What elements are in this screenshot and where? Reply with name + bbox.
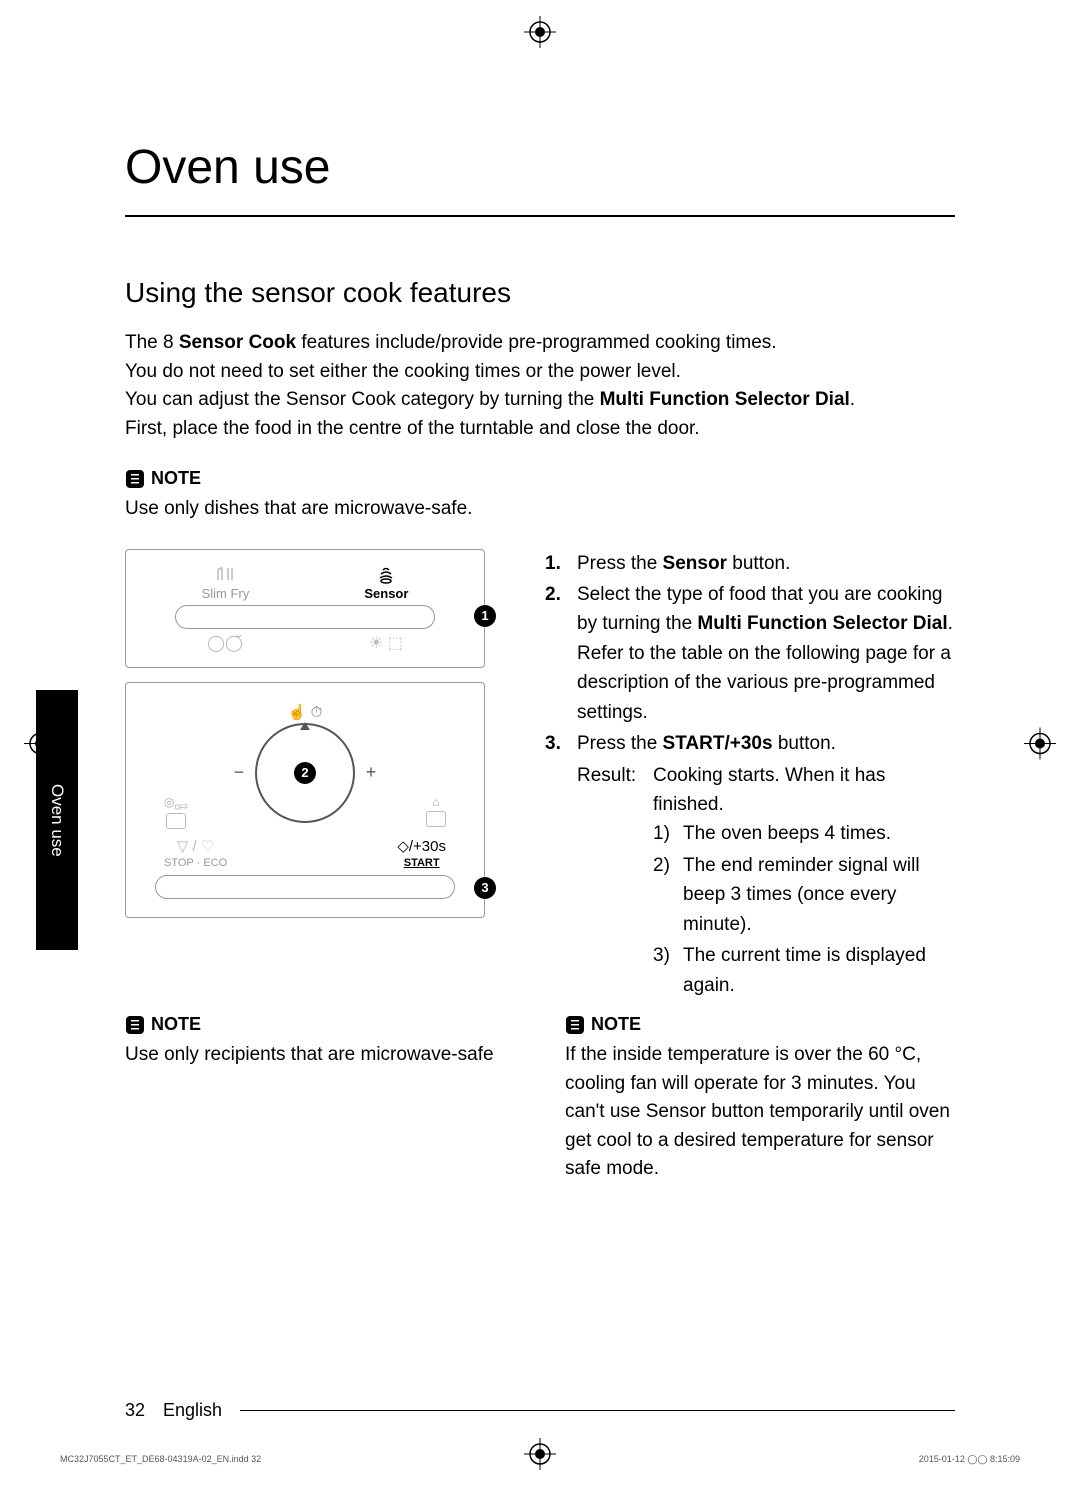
callout-3: 3 bbox=[474, 877, 496, 899]
intro-l4: First, place the food in the centre of t… bbox=[125, 418, 700, 439]
r1-num: 1) bbox=[653, 819, 675, 848]
step-3: 3. Press the START/+30s button. bbox=[545, 729, 955, 758]
n3-bold: Sensor bbox=[646, 1101, 706, 1122]
sensor-button: Sensor bbox=[364, 564, 408, 601]
off-indicator: ◎OFF bbox=[164, 795, 188, 829]
r3-text: The current time is displayed again. bbox=[683, 941, 955, 1000]
note-label: NOTE bbox=[591, 1014, 641, 1035]
step-2-num: 2. bbox=[545, 580, 567, 727]
r3-num: 3) bbox=[653, 941, 675, 1000]
callout-2: 2 bbox=[294, 762, 316, 784]
s3-post: button. bbox=[773, 733, 836, 754]
s2-bold: Multi Function Selector Dial bbox=[697, 613, 947, 634]
note1-header: NOTE bbox=[125, 468, 955, 489]
page-footer: 32 English bbox=[125, 1400, 955, 1421]
step-1-num: 1. bbox=[545, 549, 567, 578]
s1-post: button. bbox=[727, 553, 790, 574]
intro-l3-pre: You can adjust the Sensor Cook category … bbox=[125, 389, 600, 410]
s3-pre: Press the bbox=[577, 733, 663, 754]
panel1-bottom-icons: ◯◯̆ ☀ ⬚ bbox=[144, 633, 466, 653]
sensor-icon bbox=[375, 564, 397, 584]
result-item-1: 1) The oven beeps 4 times. bbox=[653, 819, 955, 848]
heat-icon: ☀ ⬚ bbox=[369, 633, 403, 653]
start-label: START bbox=[404, 857, 440, 869]
result-text: Cooking starts. When it has finished. bbox=[653, 761, 955, 820]
s1-bold: Sensor bbox=[663, 553, 727, 574]
intro-text: The 8 Sensor Cook features include/provi… bbox=[125, 329, 955, 443]
s1-pre: Press the bbox=[577, 553, 663, 574]
footer-rule bbox=[240, 1410, 955, 1411]
result-label: Result: bbox=[577, 761, 639, 1003]
note-icon bbox=[125, 1015, 145, 1035]
stop-eco-label: STOP · ECO bbox=[164, 857, 227, 869]
dial-minus: − bbox=[231, 762, 247, 783]
page-language: English bbox=[163, 1400, 222, 1421]
page-title: Oven use bbox=[125, 140, 955, 217]
yogurt-icon: ◯◯̆ bbox=[207, 633, 243, 653]
s3-bold: START/+30s bbox=[663, 733, 773, 754]
start-icon: ◇/+30s bbox=[397, 837, 446, 855]
intro-l3-post: . bbox=[850, 389, 855, 410]
meta-left: MC32J7055CT_ET_DE68-04319A-02_EN.indd 32 bbox=[60, 1454, 261, 1465]
result-block: Result: Cooking starts. When it has fini… bbox=[577, 761, 955, 1003]
control-panel-dial: ☝ ⏱ − 2 + ◎OFF ⌂ bbox=[125, 682, 485, 918]
r2-text: The end reminder signal will beep 3 time… bbox=[683, 851, 955, 939]
r2-num: 2) bbox=[653, 851, 675, 939]
intro-l1-post: features include/provide pre-programmed … bbox=[296, 332, 777, 353]
steps-list: 1. Press the Sensor button. 2. Select th… bbox=[545, 549, 955, 1003]
stop-eco-button: ▽ / ♡ STOP · ECO bbox=[164, 837, 227, 869]
stop-eco-icon: ▽ / ♡ bbox=[177, 837, 215, 855]
note3-text: If the inside temperature is over the 60… bbox=[565, 1041, 955, 1184]
control-panel-top: Slim Fry Sensor ◯◯̆ ☀ ⬚ 1 bbox=[125, 549, 485, 668]
intro-l3-bold: Multi Function Selector Dial bbox=[600, 389, 850, 410]
lock-indicator: ⌂ bbox=[426, 795, 446, 827]
result-item-3: 3)The current time is displayed again. bbox=[653, 941, 955, 1000]
intro-l1-bold: Sensor Cook bbox=[179, 332, 296, 353]
step-1: 1. Press the Sensor button. bbox=[545, 549, 955, 578]
panel2-blank-button bbox=[155, 875, 455, 899]
note-label: NOTE bbox=[151, 468, 201, 489]
plus30s-label: /+30s bbox=[409, 838, 446, 855]
note-icon bbox=[125, 469, 145, 489]
selector-dial: 2 bbox=[255, 723, 355, 823]
panel1-blank-button bbox=[175, 605, 435, 629]
note1-text: Use only dishes that are microwave-safe. bbox=[125, 495, 955, 524]
slim-fry-button: Slim Fry bbox=[202, 564, 250, 601]
slim-fry-icon bbox=[214, 564, 236, 584]
intro-l1-pre: The 8 bbox=[125, 332, 179, 353]
note2-header: NOTE bbox=[125, 1014, 515, 1035]
dial-top-icons: ☝ ⏱ bbox=[288, 703, 323, 721]
callout-1: 1 bbox=[474, 605, 496, 627]
intro-l2: You do not need to set either the cookin… bbox=[125, 361, 681, 382]
print-meta-footer: MC32J7055CT_ET_DE68-04319A-02_EN.indd 32… bbox=[60, 1454, 1020, 1465]
meta-right: 2015-01-12 ◯◯ 8:15:09 bbox=[919, 1454, 1020, 1465]
step-2: 2. Select the type of food that you are … bbox=[545, 580, 955, 727]
note-icon bbox=[565, 1015, 585, 1035]
sensor-label: Sensor bbox=[364, 586, 408, 601]
result-item-2: 2)The end reminder signal will beep 3 ti… bbox=[653, 851, 955, 939]
note2-text: Use only recipients that are microwave-s… bbox=[125, 1041, 515, 1070]
step-3-num: 3. bbox=[545, 729, 567, 758]
note3-header: NOTE bbox=[565, 1014, 955, 1035]
note-label: NOTE bbox=[151, 1014, 201, 1035]
slim-fry-label: Slim Fry bbox=[202, 586, 250, 601]
section-title: Using the sensor cook features bbox=[125, 277, 955, 309]
page-number: 32 bbox=[125, 1400, 145, 1421]
dial-plus: + bbox=[363, 762, 379, 783]
r1-text: The oven beeps 4 times. bbox=[683, 819, 891, 848]
start-button: ◇/+30s START bbox=[397, 837, 446, 869]
